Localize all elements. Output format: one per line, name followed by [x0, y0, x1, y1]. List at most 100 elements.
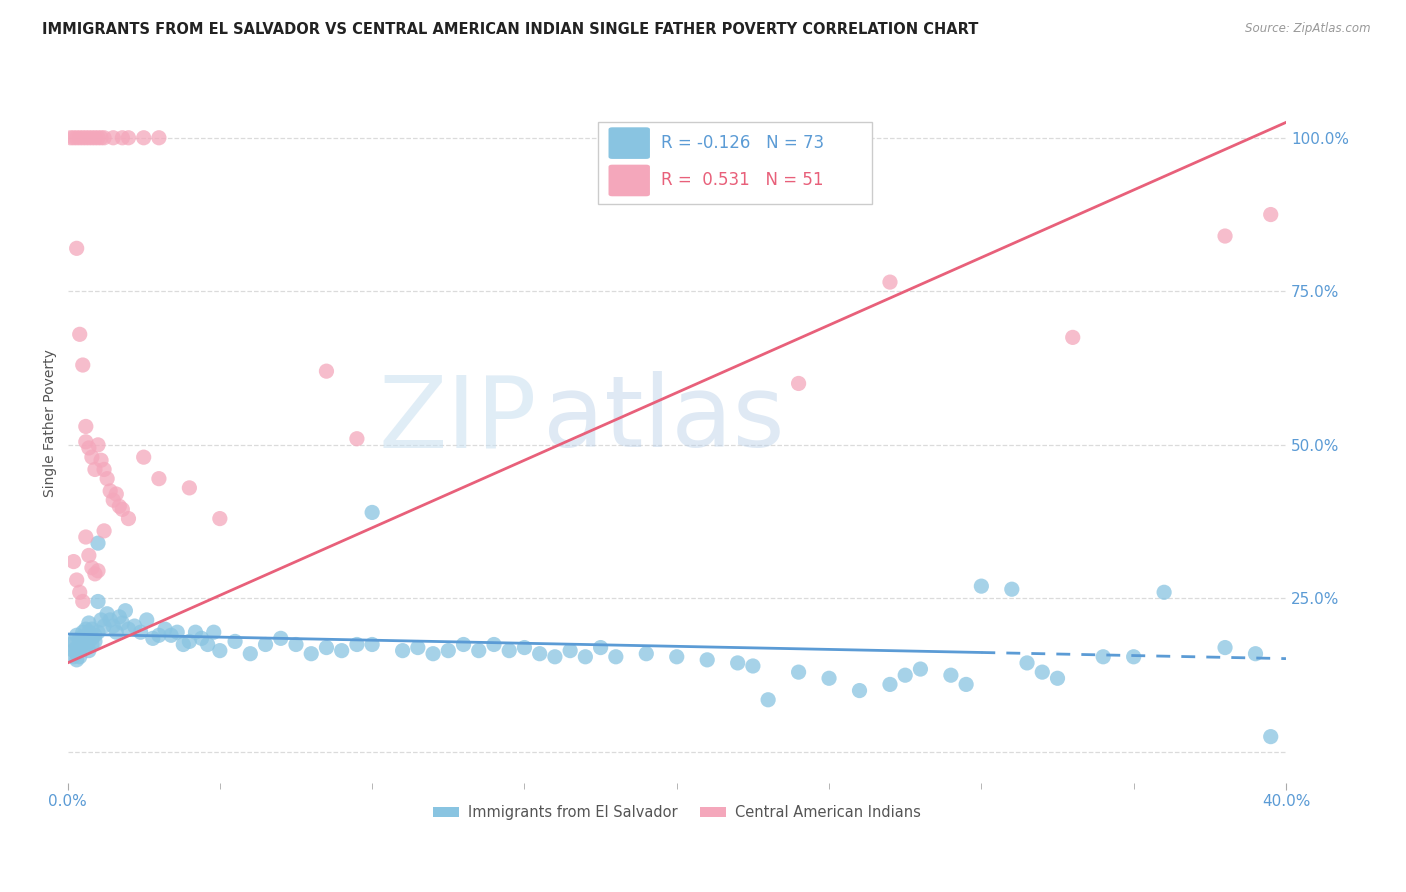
Point	[69, 632, 91, 646]
Point	[62, 643, 84, 657]
Point	[69, 130, 91, 145]
Text: R =  0.531   N = 51: R = 0.531 N = 51	[661, 171, 824, 189]
Y-axis label: Single Father Poverty: Single Father Poverty	[44, 350, 58, 498]
Point	[513, 640, 536, 655]
Point	[72, 638, 94, 652]
Point	[90, 613, 112, 627]
Point	[787, 665, 810, 680]
Point	[75, 434, 97, 449]
Point	[103, 493, 125, 508]
Point	[1015, 656, 1038, 670]
Point	[75, 419, 97, 434]
Point	[330, 643, 353, 657]
Point	[117, 622, 139, 636]
Point	[96, 472, 118, 486]
Point	[391, 643, 413, 657]
Point	[93, 524, 115, 538]
Point	[665, 649, 688, 664]
Point	[315, 640, 337, 655]
Point	[955, 677, 977, 691]
Point	[103, 130, 125, 145]
Point	[190, 632, 212, 646]
Point	[87, 564, 110, 578]
Point	[741, 659, 763, 673]
Point	[346, 638, 368, 652]
Point	[87, 130, 110, 145]
Point	[90, 453, 112, 467]
Point	[77, 643, 100, 657]
Point	[1122, 649, 1144, 664]
Point	[98, 483, 121, 498]
Point	[1046, 671, 1069, 685]
Text: atlas: atlas	[543, 371, 785, 468]
Point	[62, 555, 84, 569]
Point	[529, 647, 551, 661]
Point	[132, 130, 155, 145]
Point	[75, 640, 97, 655]
Point	[66, 640, 89, 655]
Point	[818, 671, 841, 685]
Point	[132, 450, 155, 465]
Point	[453, 638, 475, 652]
Point	[72, 594, 94, 608]
Point	[59, 638, 82, 652]
Point	[605, 649, 627, 664]
Point	[787, 376, 810, 391]
Point	[80, 638, 103, 652]
Point	[1244, 647, 1267, 661]
Point	[422, 647, 444, 661]
Point	[1260, 208, 1282, 222]
Point	[437, 643, 460, 657]
Point	[117, 511, 139, 525]
Point	[84, 628, 107, 642]
Point	[117, 130, 139, 145]
Point	[160, 628, 183, 642]
Point	[69, 327, 91, 342]
Point	[970, 579, 993, 593]
Point	[208, 511, 231, 525]
FancyBboxPatch shape	[609, 128, 650, 159]
Point	[90, 130, 112, 145]
Point	[75, 530, 97, 544]
Point	[135, 613, 157, 627]
Point	[87, 625, 110, 640]
Point	[1031, 665, 1053, 680]
Point	[62, 130, 84, 145]
Point	[910, 662, 932, 676]
Point	[93, 130, 115, 145]
Point	[179, 481, 201, 495]
Point	[114, 604, 136, 618]
Point	[179, 634, 201, 648]
Point	[727, 656, 749, 670]
Point	[75, 632, 97, 646]
Point	[148, 472, 170, 486]
Point	[96, 607, 118, 621]
Point	[166, 625, 188, 640]
Point	[69, 585, 91, 599]
Point	[80, 632, 103, 646]
FancyBboxPatch shape	[598, 121, 872, 204]
Point	[285, 638, 308, 652]
Point	[1213, 229, 1236, 244]
Point	[1153, 585, 1175, 599]
Point	[77, 634, 100, 648]
Point	[184, 625, 207, 640]
Point	[80, 450, 103, 465]
Point	[172, 638, 194, 652]
Point	[498, 643, 520, 657]
Point	[80, 560, 103, 574]
Point	[153, 622, 176, 636]
Point	[299, 647, 322, 661]
Point	[105, 487, 128, 501]
Point	[69, 643, 91, 657]
Point	[124, 619, 146, 633]
Point	[77, 625, 100, 640]
Point	[939, 668, 962, 682]
Point	[346, 432, 368, 446]
Point	[77, 130, 100, 145]
Point	[69, 638, 91, 652]
Point	[544, 649, 567, 664]
Point	[77, 441, 100, 455]
Point	[148, 130, 170, 145]
Point	[224, 634, 246, 648]
